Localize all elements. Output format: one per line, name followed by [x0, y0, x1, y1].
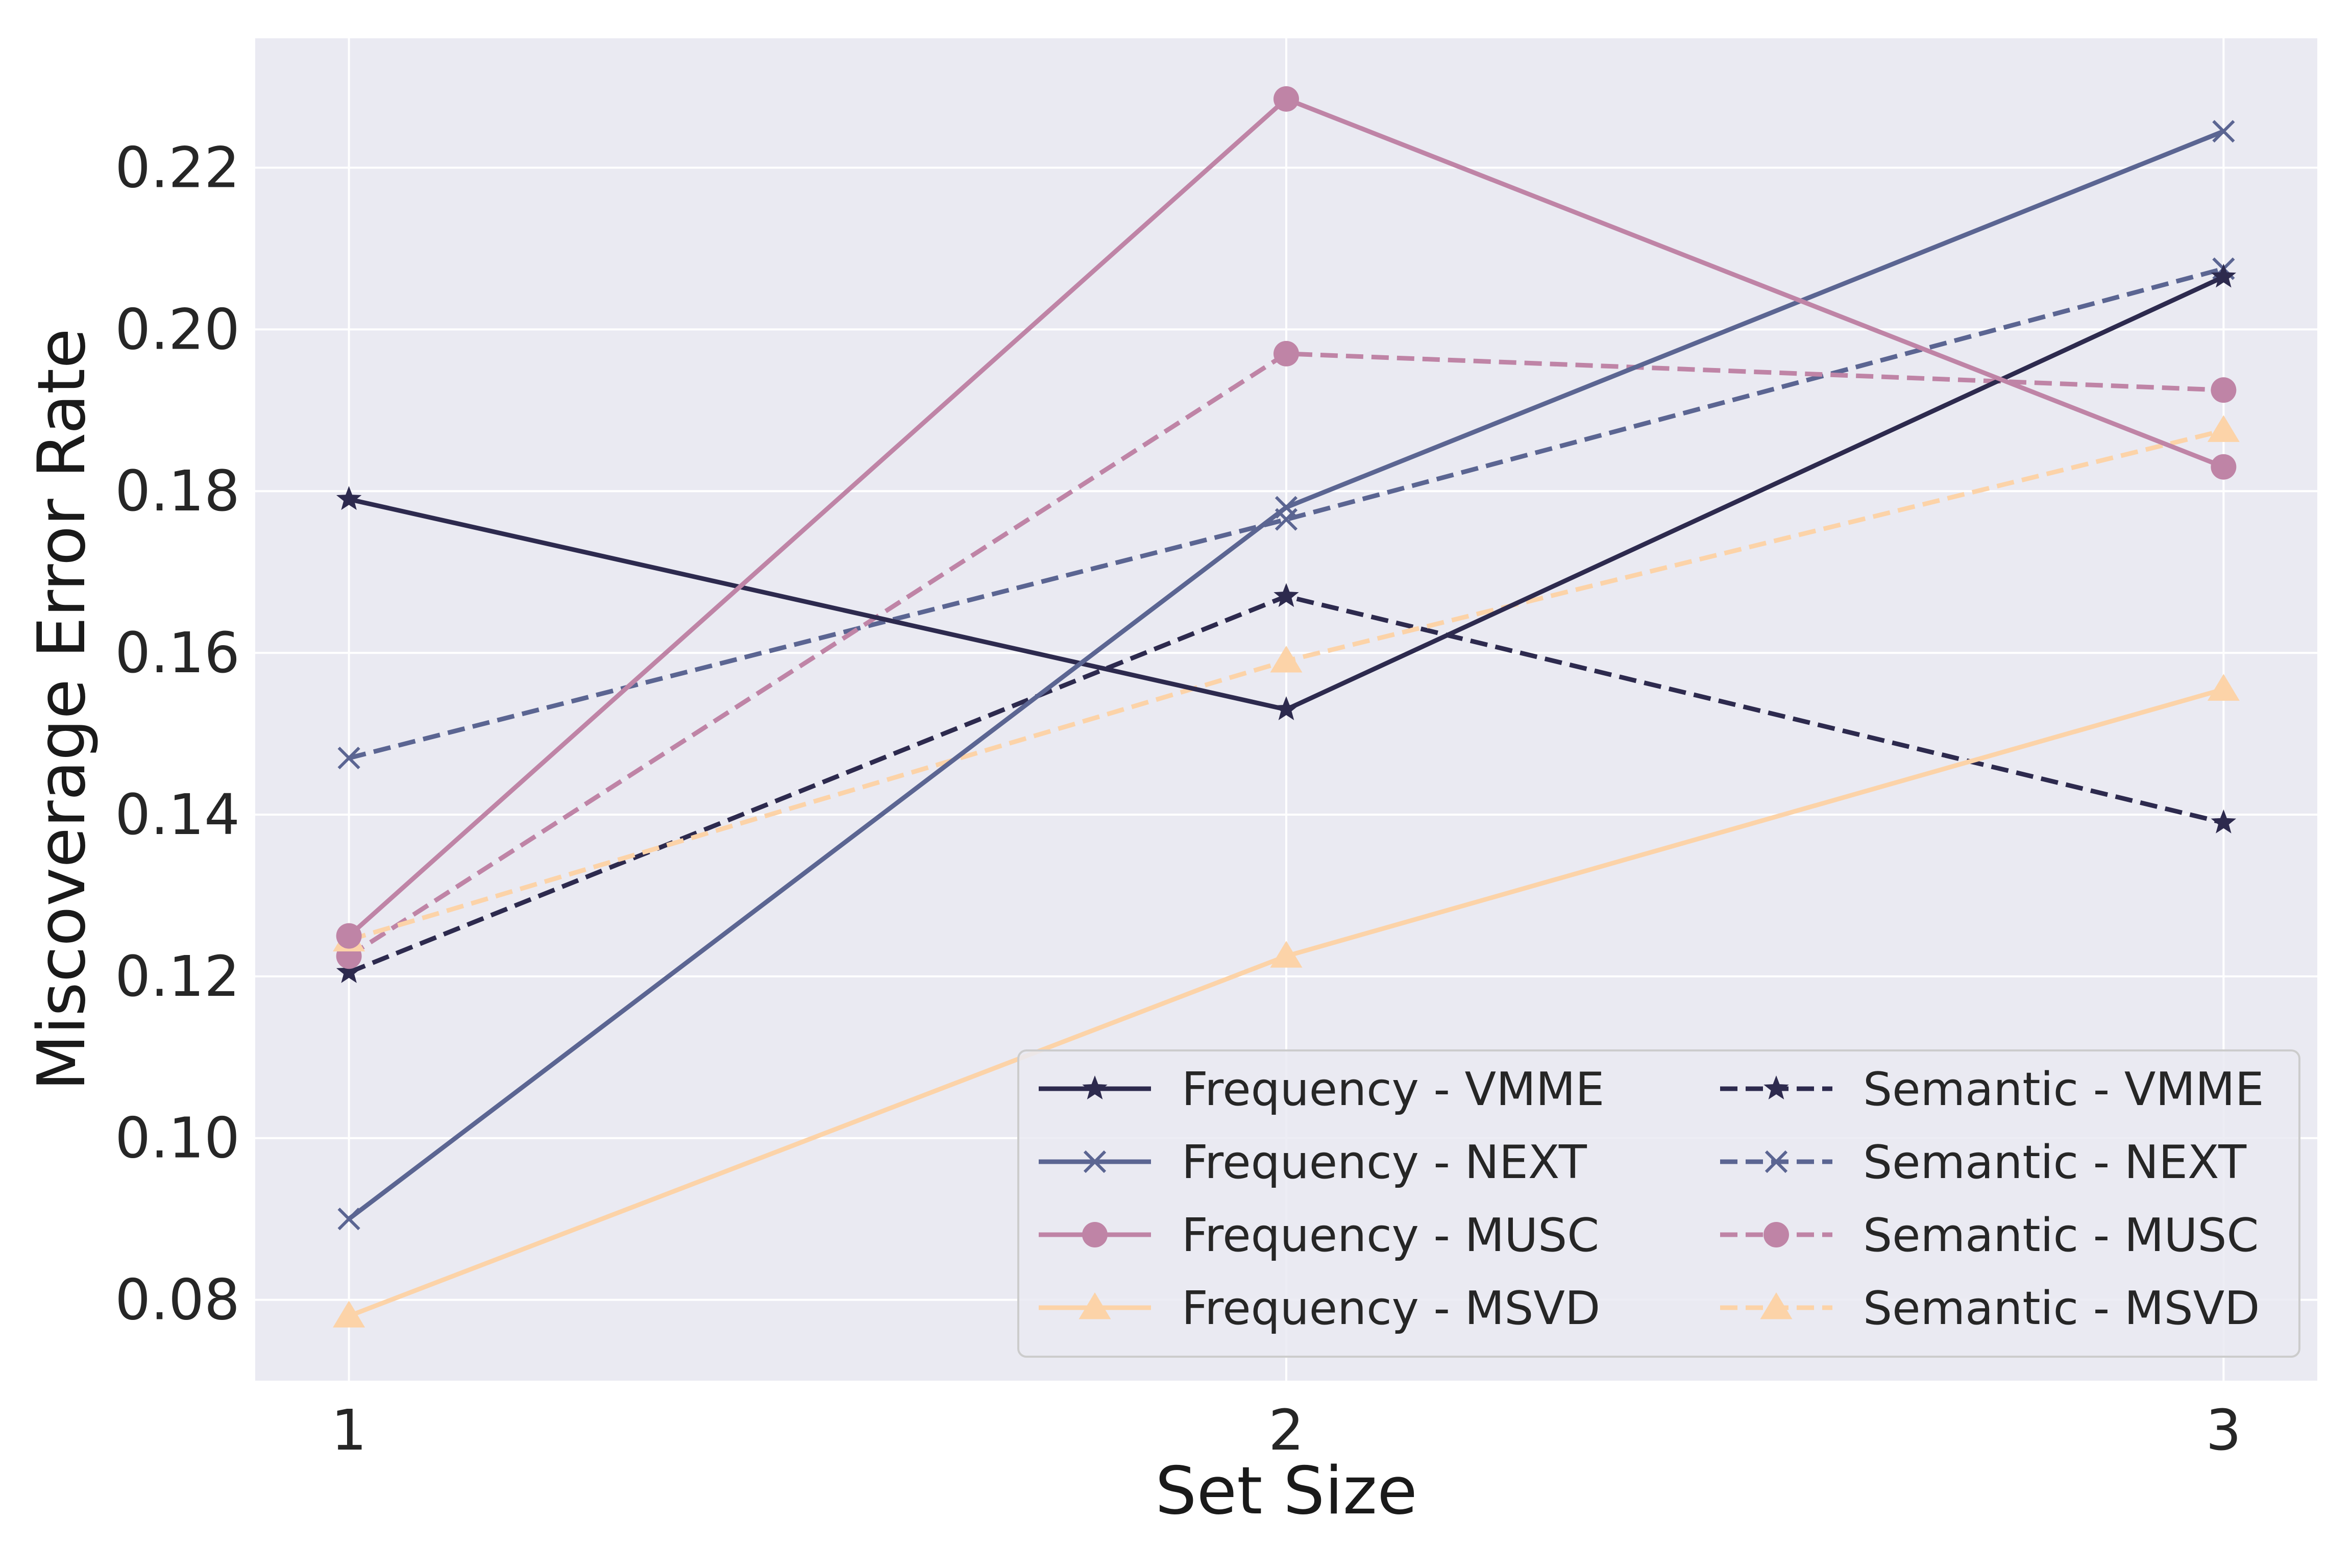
series-line	[348, 266, 2224, 761]
legend-box	[1017, 1049, 2300, 1358]
data-point	[1270, 645, 1303, 673]
y-tick-label: 0.12	[115, 944, 240, 1009]
series-group	[333, 86, 2240, 1328]
y-tick-label: 0.22	[115, 135, 240, 200]
x-tick-label: 3	[2206, 1398, 2241, 1463]
x-tick-label: 1	[331, 1398, 367, 1463]
data-point	[1273, 583, 1299, 607]
legend-item: Semantic - VMME	[1720, 1063, 2264, 1116]
data-point	[1270, 941, 1303, 968]
data-point	[336, 959, 362, 983]
legend-label: Semantic - MSVD	[1863, 1282, 2260, 1335]
data-point	[1275, 496, 1298, 519]
y-tick-label: 0.10	[115, 1106, 240, 1171]
legend-marker	[1760, 1292, 1793, 1319]
legend-item: Frequency - MUSC	[1039, 1209, 1599, 1262]
y-tick-label: 0.08	[115, 1267, 240, 1333]
legend-label: Frequency - VMME	[1182, 1063, 1604, 1116]
series-semantic-vmme	[336, 583, 2237, 983]
legend-label: Frequency - MUSC	[1182, 1209, 1599, 1262]
legend-item: Frequency - MSVD	[1039, 1282, 1600, 1335]
legend-label: Frequency - MSVD	[1182, 1282, 1600, 1335]
data-point	[2212, 120, 2235, 143]
series-frequency-msvd	[333, 674, 2240, 1328]
data-point	[2211, 454, 2237, 480]
data-point	[2207, 415, 2240, 442]
legend-marker	[1082, 1075, 1108, 1099]
y-axis-title: Miscoverage Error Rate	[24, 328, 100, 1091]
legend-label: Frequency - NEXT	[1182, 1136, 1587, 1189]
x-tick-label: 2	[1268, 1398, 1304, 1463]
y-tick-label: 0.18	[115, 458, 240, 524]
data-point	[1273, 86, 1299, 112]
legend-marker	[1079, 1292, 1111, 1319]
legend: Frequency - VMME Frequency - NEXT Frequenc…	[1017, 1049, 2300, 1358]
legend-marker	[1765, 1150, 1788, 1173]
legend-item: Frequency - NEXT	[1039, 1136, 1587, 1189]
data-point	[1273, 340, 1299, 366]
data-point	[337, 1208, 360, 1231]
y-tick-labels: 0.08 0.10 0.12 0.14 0.16 0.18 0.20 0.22	[115, 135, 240, 1332]
legend-marker	[1763, 1075, 1789, 1099]
series-frequency-next	[337, 120, 2235, 1231]
legend-marker	[1083, 1150, 1107, 1173]
data-point	[2211, 377, 2237, 403]
y-tick-label: 0.16	[115, 620, 240, 685]
legend-item: Semantic - NEXT	[1720, 1136, 2247, 1189]
legend-marker	[1082, 1222, 1108, 1247]
legend-item: Semantic - MUSC	[1720, 1209, 2259, 1262]
data-point	[336, 923, 362, 949]
data-point	[2207, 674, 2240, 701]
series-frequency-vmme	[336, 263, 2237, 720]
data-point	[333, 1301, 365, 1328]
data-point	[2211, 809, 2237, 834]
legend-item: Semantic - MSVD	[1720, 1282, 2260, 1335]
x-axis-title: Set Size	[1155, 1453, 1417, 1529]
data-point	[1273, 696, 1299, 720]
data-point	[337, 746, 360, 770]
data-point	[336, 486, 362, 510]
y-tick-label: 0.14	[115, 782, 240, 847]
x-tick-labels: 1 2 3	[331, 1398, 2242, 1463]
y-tick-label: 0.20	[115, 297, 240, 362]
legend-label: Semantic - VMME	[1863, 1063, 2264, 1116]
data-point	[2211, 263, 2237, 288]
legend-marker	[1763, 1222, 1789, 1247]
legend-label: Semantic - MUSC	[1863, 1209, 2259, 1262]
legend-item: Frequency - VMME	[1039, 1063, 1604, 1116]
legend-label: Semantic - NEXT	[1863, 1136, 2247, 1189]
series-frequency-musc	[336, 86, 2237, 949]
grid-lines	[255, 38, 2317, 1381]
